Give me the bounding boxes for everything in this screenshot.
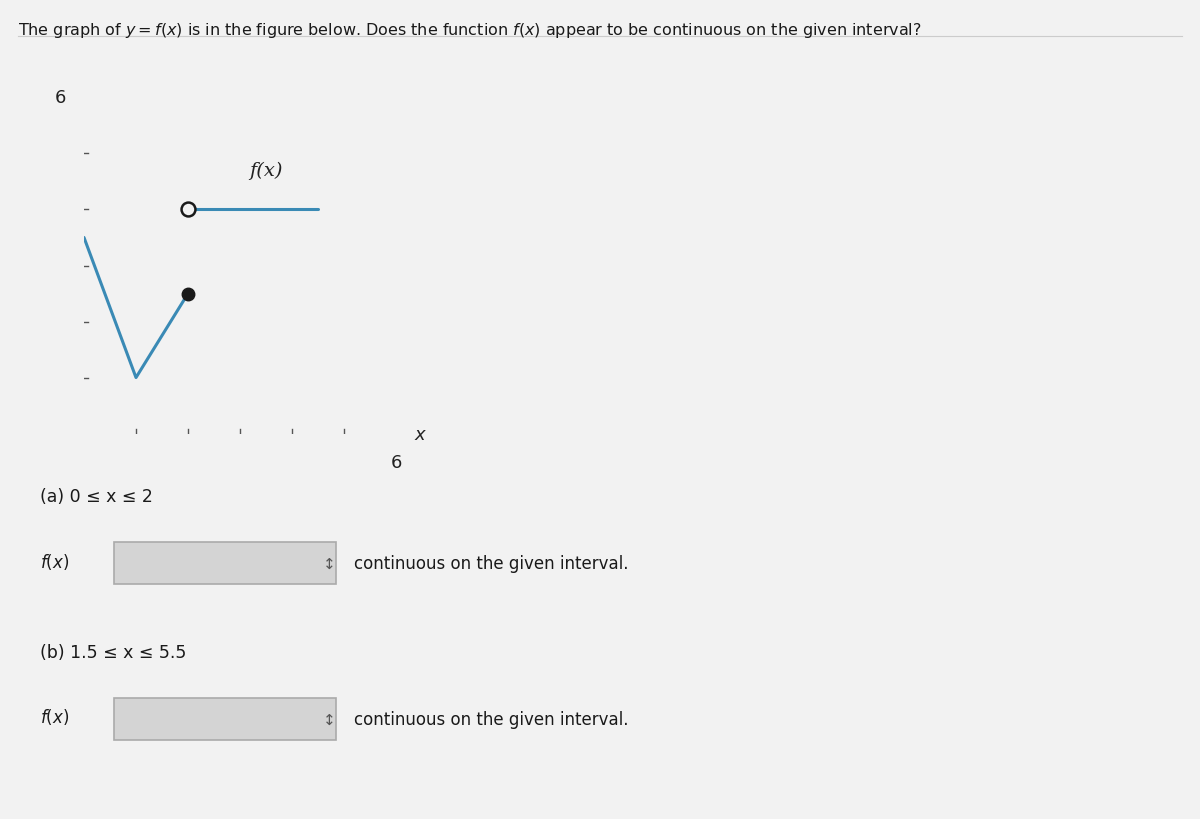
Text: $f(x)$: $f(x)$ bbox=[40, 551, 68, 571]
Text: (b) 1.5 ≤ x ≤ 5.5: (b) 1.5 ≤ x ≤ 5.5 bbox=[40, 643, 186, 661]
Text: 6: 6 bbox=[390, 453, 402, 471]
Text: The graph of $y = f(x)$ is in the figure below. Does the function $f(x)$ appear : The graph of $y = f(x)$ is in the figure… bbox=[18, 20, 922, 39]
Text: f(x): f(x) bbox=[250, 162, 283, 180]
Text: $f(x)$: $f(x)$ bbox=[40, 707, 68, 726]
Text: ↕: ↕ bbox=[323, 712, 335, 726]
Text: continuous on the given interval.: continuous on the given interval. bbox=[354, 710, 629, 728]
Text: 6: 6 bbox=[55, 89, 66, 107]
Text: x: x bbox=[414, 425, 425, 443]
Text: ↕: ↕ bbox=[323, 556, 335, 571]
Text: (a) 0 ≤ x ≤ 2: (a) 0 ≤ x ≤ 2 bbox=[40, 487, 152, 505]
Text: continuous on the given interval.: continuous on the given interval. bbox=[354, 554, 629, 572]
